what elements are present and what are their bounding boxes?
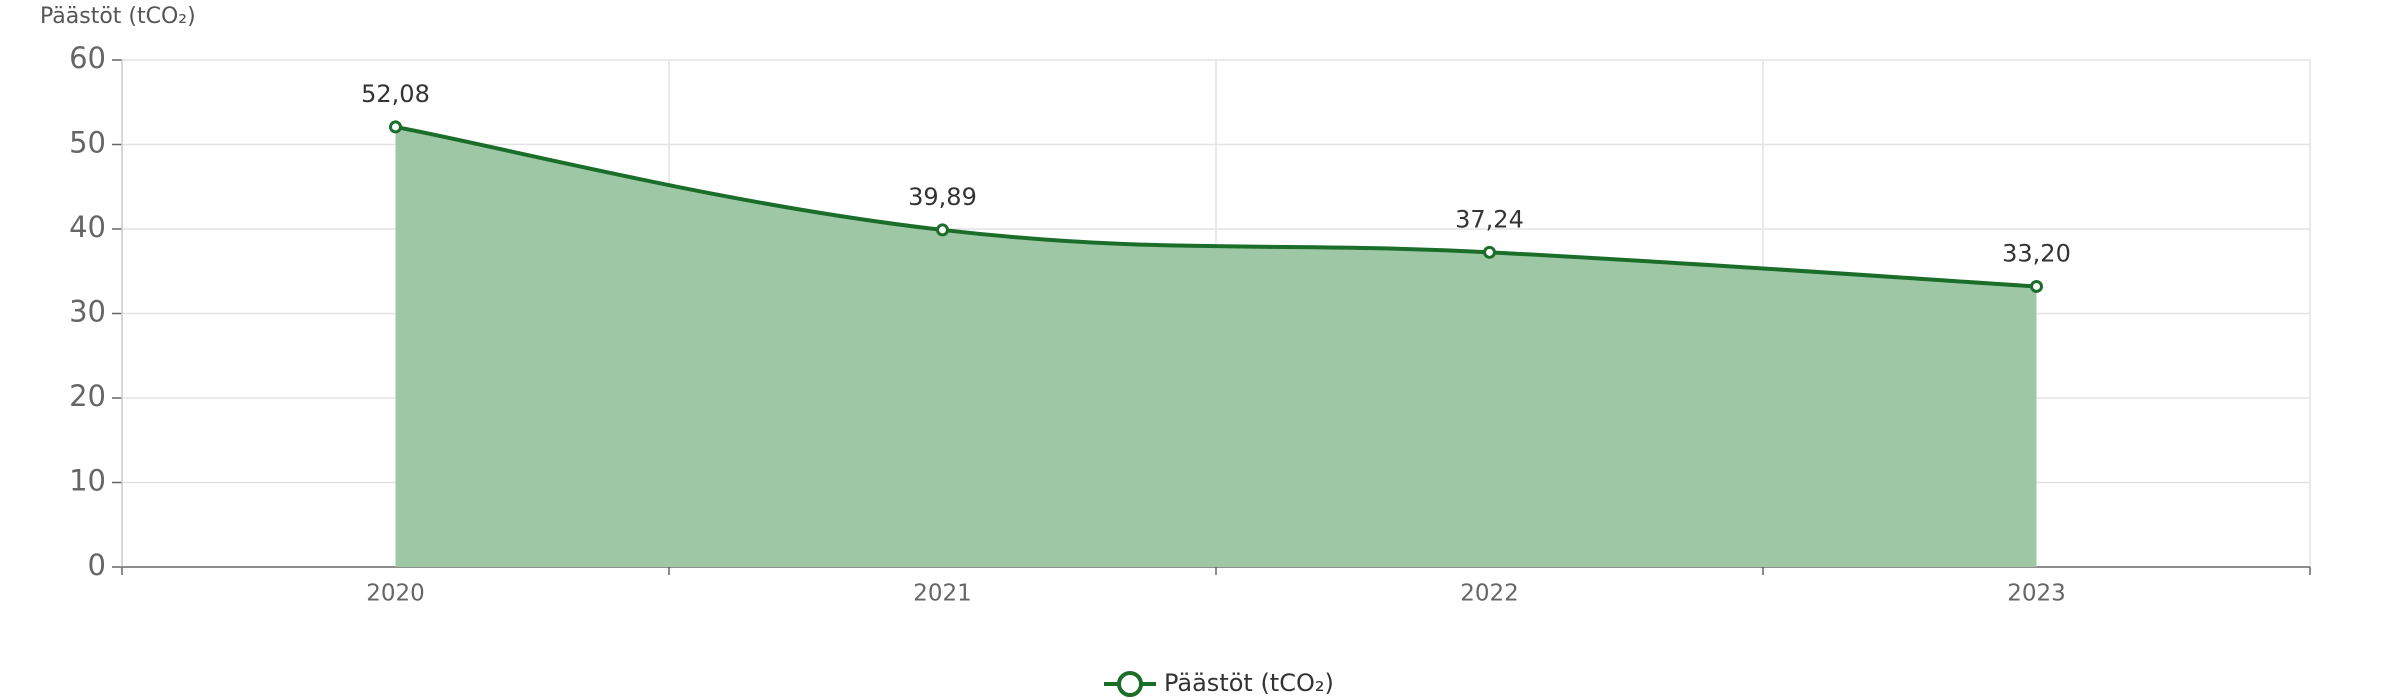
y-axis-title: Päästöt (tCO₂) xyxy=(40,4,196,29)
y-tick-label: 30 xyxy=(69,295,106,329)
point xyxy=(389,120,402,134)
legend-marker xyxy=(1117,671,1143,697)
point xyxy=(2030,279,2043,293)
data-label: 33,20 xyxy=(2002,239,2071,267)
point xyxy=(936,223,949,237)
data-label: 52,08 xyxy=(361,80,430,108)
y-tick-label: 0 xyxy=(88,548,106,582)
y-tick-label: 60 xyxy=(69,41,106,75)
x-tick-label: 2023 xyxy=(2007,581,2066,607)
x-tick-label: 2021 xyxy=(913,581,972,607)
data-label: 39,89 xyxy=(908,183,977,211)
area xyxy=(395,126,2037,567)
y-tick-label: 20 xyxy=(69,379,106,413)
point xyxy=(1483,245,1496,259)
x-tick-label: 2020 xyxy=(366,581,425,607)
line xyxy=(395,124,2037,289)
data-label: 37,24 xyxy=(1455,205,1524,233)
y-tick-label: 50 xyxy=(69,126,106,160)
y-tick-label: 40 xyxy=(69,210,106,244)
y-tick-label: 10 xyxy=(69,464,106,498)
legend-label: Päästöt (tCO₂) xyxy=(1164,669,1334,697)
x-tick-label: 2022 xyxy=(1460,581,1519,607)
